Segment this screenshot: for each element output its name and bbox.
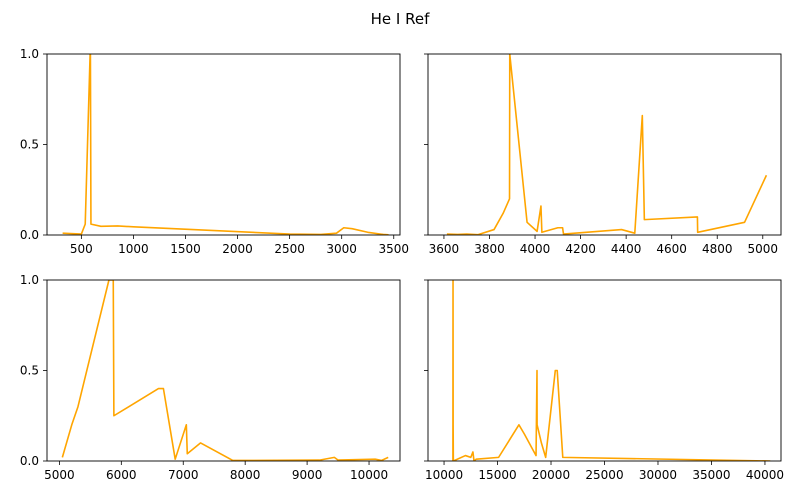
subplot-1-x-tick-label: 3500 — [378, 242, 409, 256]
subplot-1: 500 1000 1500 2000 2500 3000 3500 0.0 0.5 1.0 — [20, 47, 409, 256]
subplot-3-x-tick-label: 9000 — [292, 468, 323, 482]
subplot-4: 10000 15000 20000 25000 30000 35000 40000 — [424, 279, 784, 482]
subplot-2-frame — [427, 53, 782, 236]
subplot-3-x-tick-label: 5000 — [44, 468, 75, 482]
subplot-4-frame — [427, 279, 782, 462]
subplot-4-x-tick-label: 35000 — [692, 468, 730, 482]
subplot-3-x-tick-label: 10000 — [350, 468, 388, 482]
subplot-3: 5000 6000 7000 8000 9000 10000 0.0 0.5 1.0 — [20, 273, 401, 482]
subplot-2-x-tick-label: 4800 — [702, 242, 733, 256]
subplot-1-x-tick-label: 3000 — [326, 242, 357, 256]
subplot-1-frame — [46, 53, 401, 236]
subplot-1-x-tick-label: 500 — [70, 242, 93, 256]
subplot-4-x-tick-label: 10000 — [425, 468, 463, 482]
figure-title: He I Ref — [371, 10, 430, 28]
subplot-1-x-tick-label: 2000 — [222, 242, 253, 256]
subplot-3-x-tick-label: 7000 — [168, 468, 199, 482]
subplot-2-x-tick-label: 5000 — [748, 242, 779, 256]
subplot-2-x-tick-label: 4600 — [656, 242, 687, 256]
subplot-3-y-tick-label: 0.5 — [20, 364, 39, 378]
subplot-3-y-tick-label: 0.0 — [20, 454, 39, 468]
subplot-2-x-tick-label: 3600 — [429, 242, 460, 256]
subplot-4-x-tick-label: 25000 — [585, 468, 623, 482]
subplot-3-x-tick-label: 8000 — [230, 468, 261, 482]
subplot-3-frame — [46, 279, 401, 462]
subplot-1-x-tick-label: 1500 — [170, 242, 201, 256]
subplot-4-x-tick-label: 40000 — [746, 468, 784, 482]
subplot-2-x-tick-label: 4400 — [611, 242, 642, 256]
subplot-2-x-tick-label: 4000 — [520, 242, 551, 256]
subplot-1-x-tick-label: 1000 — [118, 242, 149, 256]
subplot-1-y-tick-label: 0.0 — [20, 228, 39, 242]
subplot-2-series-line — [446, 54, 768, 235]
subplot-2-x-tick-label: 3800 — [474, 242, 505, 256]
subplot-4-x-tick-label: 15000 — [478, 468, 516, 482]
subplot-2-x-tick-label: 4200 — [565, 242, 596, 256]
subplot-1-series-line — [62, 54, 389, 235]
subplot-3-x-tick-label: 6000 — [106, 468, 137, 482]
subplot-3-series-line — [61, 280, 389, 461]
subplot-4-x-tick-label: 20000 — [532, 468, 570, 482]
subplot-grid: 500 1000 1500 2000 2500 3000 3500 0.0 0.5 1.0 3600… — [20, 47, 784, 482]
subplot-2: 3600 3800 4000 4200 4400 4600 4800 5000 — [424, 53, 782, 256]
subplot-3-y-tick-label: 1.0 — [20, 273, 39, 287]
subplot-1-y-tick-label: 0.5 — [20, 138, 39, 152]
subplot-1-y-tick-label: 1.0 — [20, 47, 39, 61]
subplot-4-x-tick-label: 30000 — [639, 468, 677, 482]
subplot-4-series-line — [452, 280, 771, 461]
subplot-1-x-tick-label: 2500 — [274, 242, 305, 256]
